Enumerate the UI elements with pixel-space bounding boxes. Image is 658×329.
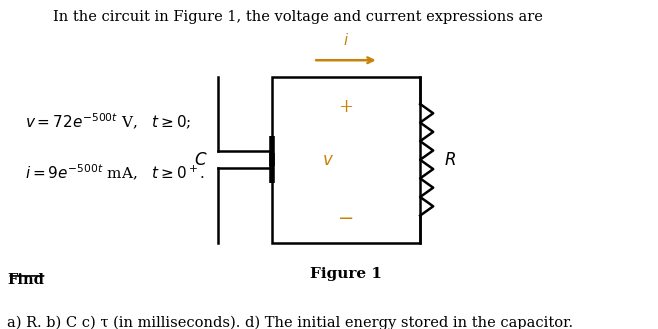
Text: In the circuit in Figure 1, the voltage and current expressions are: In the circuit in Figure 1, the voltage …	[53, 11, 544, 24]
Text: $C$: $C$	[194, 151, 207, 169]
Text: $v = 72e^{-500t}$ V,   $t \geq 0$;: $v = 72e^{-500t}$ V, $t \geq 0$;	[25, 112, 191, 132]
Text: Find: Find	[7, 273, 44, 287]
Text: $i = 9e^{-500t}$ mA,   $t \geq 0^+$.: $i = 9e^{-500t}$ mA, $t \geq 0^+$.	[25, 163, 205, 183]
Text: $R$: $R$	[444, 151, 456, 169]
Text: +: +	[338, 98, 353, 116]
Text: −: −	[338, 210, 354, 228]
Text: $v$: $v$	[322, 151, 334, 169]
Text: a) R. b) C c) τ (in milliseconds). d) The initial energy stored in the capacitor: a) R. b) C c) τ (in milliseconds). d) Th…	[7, 315, 574, 329]
Text: $i$: $i$	[343, 32, 349, 48]
Text: Figure 1: Figure 1	[310, 267, 382, 281]
